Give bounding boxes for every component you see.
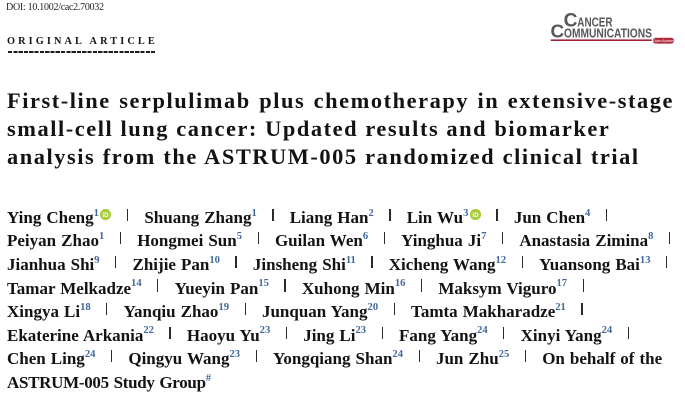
svg-text:OMMUNICATIONS: OMMUNICATIONS	[564, 26, 652, 40]
svg-text:iD: iD	[472, 212, 479, 219]
svg-text:iD: iD	[103, 212, 110, 219]
svg-text:C: C	[564, 11, 578, 32]
svg-text:ANCER: ANCER	[577, 16, 612, 30]
svg-text:Open Access: Open Access	[653, 39, 674, 43]
svg-text:C: C	[551, 21, 565, 42]
